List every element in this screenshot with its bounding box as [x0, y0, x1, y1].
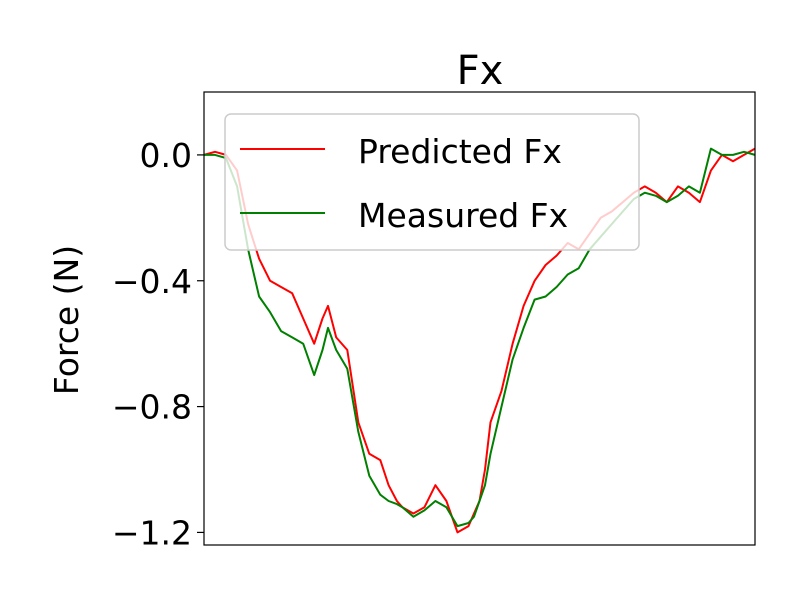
legend-box	[224, 113, 640, 251]
series-line-predicted	[203, 147, 756, 534]
y-tick-label: −0.4	[112, 262, 192, 301]
y-axis-label: Force (N)	[47, 245, 86, 395]
chart-title: Fx	[457, 48, 504, 94]
series-line-measured	[204, 147, 756, 528]
y-tick-label: −0.8	[112, 388, 192, 427]
y-tick-label: −1.2	[112, 513, 192, 552]
legend-label-predicted: Predicted Fx	[358, 132, 562, 171]
axes-frame	[203, 91, 756, 546]
y-tick-label: 0.0	[140, 136, 192, 175]
legend-label-measured: Measured Fx	[358, 196, 568, 235]
plot-area: 0.0 −0.4 −0.8 −1.2	[112, 91, 756, 552]
legend: Predicted Fx Measured Fx	[224, 113, 640, 251]
